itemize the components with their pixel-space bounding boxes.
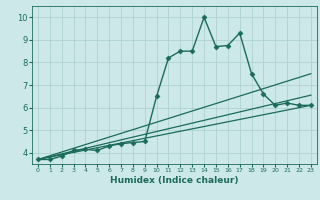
X-axis label: Humidex (Indice chaleur): Humidex (Indice chaleur) <box>110 176 239 185</box>
